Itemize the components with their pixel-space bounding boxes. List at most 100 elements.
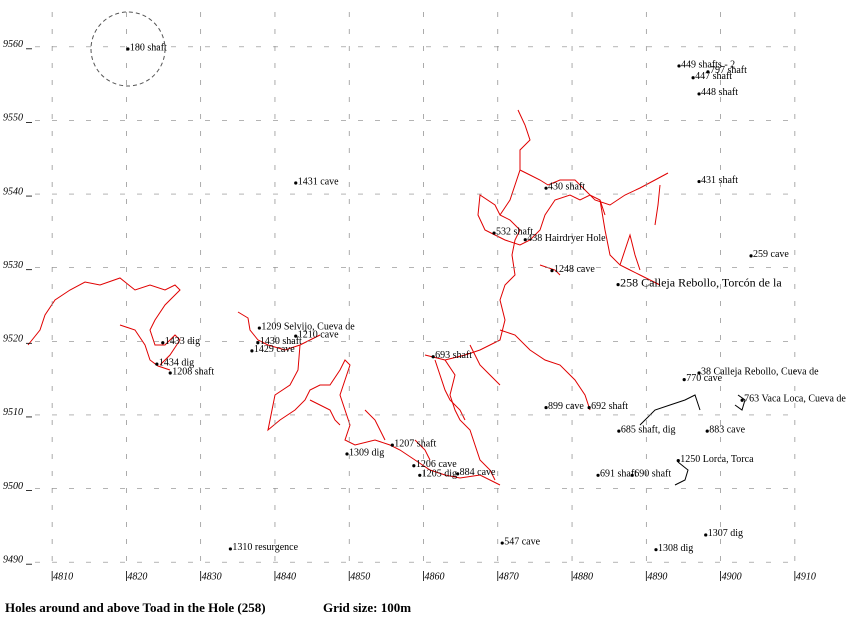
- passage: [519, 169, 669, 206]
- hole-label: 431 shaft: [701, 175, 738, 186]
- hole-point: [390, 443, 394, 447]
- passage: [654, 184, 661, 226]
- passage: [119, 324, 171, 371]
- hole-point: [257, 326, 261, 330]
- hole-point: [677, 64, 681, 68]
- hole-point: [587, 405, 591, 410]
- hole-point: [705, 429, 709, 433]
- hole-point: [704, 533, 708, 537]
- passage: [539, 264, 561, 276]
- passage: [414, 439, 431, 461]
- hole-label: 430 shaft: [548, 181, 585, 192]
- hole-point: [617, 429, 621, 433]
- hole-label: 763 Vaca Loca, Cueva de: [744, 394, 846, 405]
- passage: [267, 344, 501, 486]
- hole-label: 899 cave: [548, 401, 584, 412]
- hole-point: [228, 547, 232, 551]
- hole-point: [250, 349, 254, 353]
- hole-point: [492, 231, 496, 235]
- hole-point: [691, 76, 695, 80]
- hole-label: 1430 shaft: [260, 336, 302, 347]
- hole-point: [616, 283, 620, 287]
- survey-line: [734, 394, 746, 411]
- hole-label: 1434 dig: [159, 357, 194, 368]
- hole-point: [596, 473, 600, 477]
- hole-point: [294, 334, 298, 338]
- hole-label: 1207 shaft: [394, 438, 436, 449]
- hole-label: 438 Hairdryer Hole: [527, 233, 606, 244]
- hole-label: 884 cave: [460, 467, 496, 478]
- y-tick-label: 9540: [3, 186, 23, 197]
- hole-label: 38 Calleja Rebollo, Cueva de: [701, 366, 819, 377]
- y-tick-label: 9490: [3, 554, 23, 565]
- hole-label: 258 Calleja Rebollo, Torcón de la: [620, 275, 782, 289]
- x-tick-label: 4820: [127, 571, 147, 582]
- hole-point: [697, 371, 701, 375]
- y-tick-label: 9510: [3, 407, 23, 418]
- x-tick-label: 4900: [722, 571, 742, 582]
- hole-point: [544, 405, 548, 410]
- y-tick-label: 9560: [3, 39, 23, 50]
- y-tick-label: 9530: [3, 260, 23, 271]
- hole-label: 797 shaft: [710, 65, 747, 76]
- hole-point: [749, 254, 753, 258]
- y-tick-label: 9500: [3, 481, 23, 492]
- hole-point: [550, 269, 554, 273]
- x-tick-label: 4880: [573, 571, 593, 582]
- passage: [499, 109, 531, 216]
- passage: [444, 194, 606, 361]
- hole-point: [126, 47, 130, 51]
- x-tick-label: 4850: [350, 571, 370, 582]
- hole-point: [345, 452, 349, 456]
- passage: [364, 409, 386, 441]
- hole-point: [412, 464, 416, 468]
- x-tick-label: 4840: [276, 571, 296, 582]
- hole-point: [500, 541, 504, 545]
- hole-label: 1308 dig: [658, 543, 693, 554]
- passage: [434, 359, 466, 421]
- x-tick-label: 4810: [53, 571, 73, 582]
- hole-label: 1250 Lorca, Torca: [680, 454, 754, 465]
- map-title: Holes around and above Toad in the Hole …: [5, 600, 266, 615]
- passage: [309, 399, 341, 426]
- hole-point: [706, 70, 710, 74]
- hole-label: 693 shaft: [435, 350, 472, 361]
- hole-point: [456, 472, 460, 476]
- hole-label: 1205 dig: [422, 469, 457, 480]
- hole-point: [431, 355, 435, 359]
- passage: [424, 354, 496, 481]
- hole-label: 547 cave: [504, 536, 540, 547]
- grid-size: Grid size: 100m: [323, 600, 411, 615]
- hole-label: 685 shaft, dig: [621, 424, 676, 435]
- x-tick-label: 4910: [796, 571, 816, 582]
- hole-label: 1431 cave: [298, 176, 339, 187]
- hole-label: 1210 cave: [298, 329, 339, 340]
- hole-label: 770 cave: [686, 373, 722, 384]
- passage: [27, 277, 181, 366]
- hole-point: [654, 548, 658, 552]
- hole-label: 1206 cave: [416, 459, 457, 470]
- survey-line: [674, 461, 689, 486]
- hole-label: 1209 Selvijo, Cueva de: [261, 321, 355, 332]
- hole-label: 180 shaft: [130, 42, 167, 53]
- hole-label: 1248 cave: [554, 264, 595, 275]
- passage: [499, 329, 591, 411]
- hole-point: [630, 473, 634, 477]
- x-tick-label: 4830: [202, 571, 222, 582]
- hole-point: [256, 341, 260, 345]
- x-tick-label: 4860: [425, 571, 445, 582]
- hole-label: 1208 shaft: [172, 366, 214, 377]
- hole-label: 692 shaft: [591, 401, 628, 412]
- y-tick-label: 9550: [3, 113, 23, 124]
- hole-label: 1310 resurgence: [232, 542, 298, 553]
- hole-label: 448 shaft: [701, 87, 738, 98]
- x-tick-label: 4890: [647, 571, 667, 582]
- hole-label: 690 shaft: [634, 469, 671, 480]
- hole-point: [544, 186, 548, 190]
- hole-point: [523, 238, 527, 242]
- x-tick-label: 4870: [499, 571, 519, 582]
- passage: [237, 311, 321, 351]
- cave-passages: [27, 11, 746, 486]
- y-tick-label: 9520: [3, 334, 23, 345]
